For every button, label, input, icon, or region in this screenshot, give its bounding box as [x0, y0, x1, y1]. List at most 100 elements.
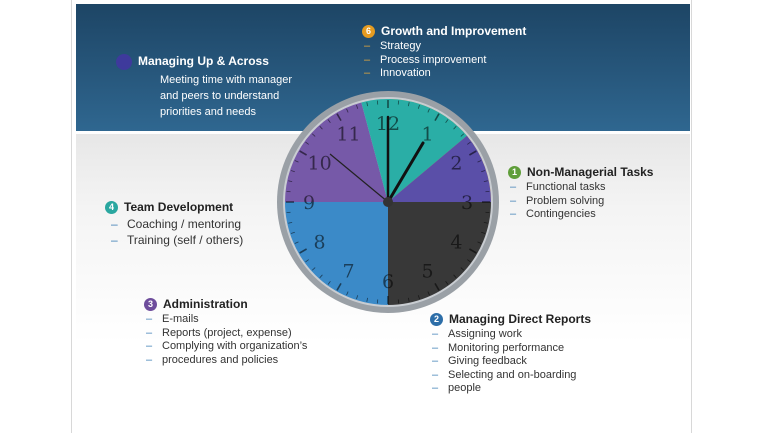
list-item: Process improvement [362, 54, 526, 68]
item-list: E-mails Reports (project, expense) Compl… [144, 313, 307, 367]
clock-numeral: 7 [342, 260, 354, 282]
number-1-badge: 1 [508, 166, 521, 180]
clock-tick [434, 283, 440, 291]
section-administration: 3 Administration E-mails Reports (project… [144, 297, 307, 367]
clock-numeral: 11 [336, 124, 360, 146]
clock-tick [427, 291, 430, 296]
list-item: E-mails [144, 313, 307, 327]
list-item: Problem solving [508, 195, 653, 209]
clock-tick [294, 160, 299, 163]
clock-tick [319, 125, 323, 130]
clock-tick [290, 170, 295, 173]
clock-tick [311, 267, 316, 271]
clock-tick [469, 150, 477, 156]
clock-numeral: 4 [450, 232, 462, 254]
clock-tick [417, 295, 420, 300]
clock-tick [481, 231, 486, 234]
clock-tick [336, 283, 342, 291]
clock-tick [477, 241, 482, 244]
section-title: Managing Direct Reports [449, 312, 592, 326]
clock-tick [483, 180, 488, 183]
clock-tick [327, 281, 331, 285]
number-3-badge: 3 [144, 298, 157, 312]
list-item: Coaching / mentoring [109, 216, 243, 232]
clock-tick [460, 133, 465, 137]
clock-tick [299, 248, 307, 254]
clock-numeral: 1 [421, 124, 433, 146]
clock-tick [434, 113, 440, 121]
clock-numeral: 6 [382, 271, 394, 293]
clock-tick [477, 160, 482, 163]
clock-tick [356, 104, 359, 109]
clock-second-hand [329, 153, 389, 203]
list-item: Functional tasks [508, 181, 653, 195]
clock-tick [407, 297, 410, 302]
clock-numeral: 9 [303, 192, 315, 214]
clock-tick [356, 295, 359, 300]
blank-badge [116, 54, 132, 70]
description-line: priorities and needs [160, 106, 257, 118]
clock-tick [288, 180, 293, 183]
clock-tick [346, 108, 349, 113]
clock-tick [453, 274, 457, 279]
clock-tick [311, 133, 316, 137]
section-growth: 6 Growth and Improvement Strategy Process… [362, 24, 526, 81]
list-item: Training (self / others) [109, 232, 243, 248]
clock-tick [453, 125, 457, 130]
clock-tick [288, 221, 293, 224]
clock-tick [346, 291, 349, 296]
list-item-continued: procedures and policies [144, 354, 307, 368]
clock-numeral: 5 [421, 260, 433, 282]
clock-tick [460, 267, 465, 271]
clock-tick [481, 170, 486, 173]
section-title: Administration [163, 297, 248, 311]
clock-hour-hand [386, 141, 425, 204]
clock-tick [445, 281, 449, 285]
clock-tick [467, 141, 471, 145]
list-item: Strategy [362, 40, 526, 54]
clock-tick [445, 119, 449, 123]
item-list: Coaching / mentoring Training (self / ot… [109, 216, 243, 248]
clock-numeral: 10 [307, 153, 331, 175]
list-item: Innovation [362, 67, 526, 81]
list-item: Selecting and on-boarding [430, 369, 591, 383]
clock-numeral: 3 [461, 192, 473, 214]
section-title: Non-Managerial Tasks [527, 165, 654, 179]
list-item: Monitoring performance [430, 342, 591, 356]
clock-segment-non-managerial [388, 202, 491, 305]
clock-tick [319, 274, 323, 279]
clock-center [383, 197, 393, 207]
list-item: Assigning work [430, 328, 591, 342]
item-list: Assigning work Monitoring performance Gi… [430, 328, 591, 396]
clock-tick [427, 108, 430, 113]
number-4-badge: 4 [105, 201, 118, 215]
list-item: Reports (project, expense) [144, 327, 307, 341]
description-line: and peers to understand [160, 90, 280, 102]
section-title: Growth and Improvement [381, 24, 527, 38]
clock-tick [305, 259, 309, 263]
list-item: Complying with organization’s [144, 340, 307, 354]
clock-tick [327, 119, 331, 123]
clock-tick [469, 248, 477, 254]
clock-tick [305, 141, 309, 145]
clock-numeral: 8 [314, 232, 326, 254]
clock-tick [290, 231, 295, 234]
list-item: Contingencies [508, 208, 653, 222]
section-team-development: 4 Team Development Coaching / mentoring T… [105, 200, 243, 248]
number-2-badge: 2 [430, 313, 443, 327]
section-non-managerial: 1 Non-Managerial Tasks Functional tasks P… [508, 165, 653, 222]
clock-tick [366, 297, 369, 302]
section-managing-up: Managing Up & Across Meeting time with m… [116, 54, 292, 120]
description-line: Meeting time with manager [160, 74, 293, 86]
list-item: Giving feedback [430, 355, 591, 369]
item-list: Strategy Process improvement Innovation [362, 40, 526, 81]
clock-segment-administration [285, 102, 388, 202]
clock-tick [483, 221, 488, 224]
section-direct-reports: 2 Managing Direct Reports Assigning work … [430, 312, 591, 396]
section-title: Team Development [124, 200, 234, 214]
item-list: Functional tasks Problem solving Conting… [508, 181, 653, 222]
section-title: Managing Up & Across [138, 54, 269, 69]
clock-tick [417, 104, 420, 109]
clock-segment-managing-up [388, 135, 491, 202]
